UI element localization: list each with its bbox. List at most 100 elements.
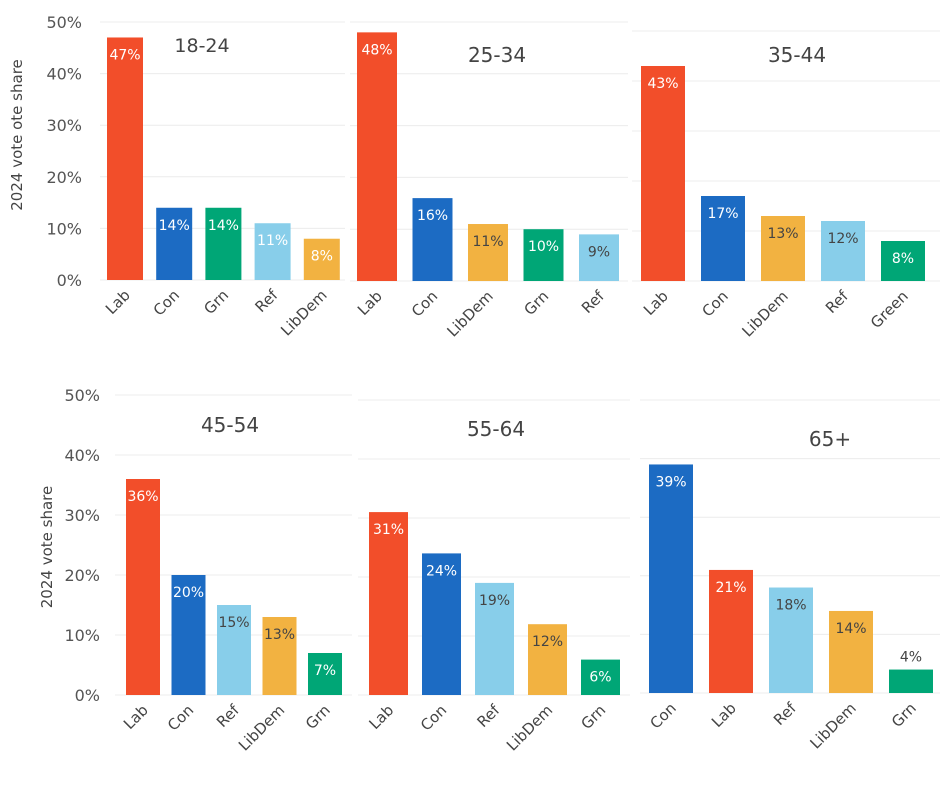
x-tick-label: Lab	[354, 287, 386, 319]
bar-Con	[701, 196, 745, 281]
bar-Con	[156, 207, 193, 280]
data-label: 48%	[361, 42, 392, 58]
data-label: 4%	[900, 650, 922, 666]
bar-Ref	[769, 587, 813, 693]
bar-Lab	[709, 569, 753, 693]
bar-Ref	[579, 234, 619, 281]
panel-25-34: 25-34 48% Lab 16% Con 11% LibDem 10% Grn 9% Ref	[350, 21, 628, 340]
x-tick-label: Grn	[888, 699, 920, 731]
y-tick-label: 40%	[64, 446, 100, 465]
panel-18-24: 0% 10% 20% 30% 40% 50% 2024 vote ote share 18-2…	[8, 13, 345, 339]
panel-45-54: 0% 10% 20% 30% 40% 50% 2024 vote share 45-54 36%…	[38, 386, 352, 754]
panel-title: 55-64	[467, 417, 525, 441]
x-tick-label: Con	[150, 286, 183, 319]
bar-LibDem	[303, 238, 340, 280]
data-label: 10%	[528, 239, 559, 255]
data-label: 12%	[827, 231, 858, 247]
panel-55-64: 55-64 31% Lab 24% Con 19% Ref 12% LibDem 6% Grn	[358, 399, 630, 754]
bar-Green	[881, 241, 925, 281]
data-label: 18%	[775, 598, 806, 614]
data-label: 9%	[588, 244, 610, 260]
y-tick-label: 0%	[75, 686, 100, 705]
x-tick-label: Con	[698, 287, 731, 320]
data-label: 16%	[417, 208, 448, 224]
panel-title: 65+	[809, 427, 851, 451]
bar-Con	[649, 464, 693, 693]
data-label: 11%	[257, 233, 288, 249]
data-label: 31%	[373, 522, 404, 538]
x-tick-label: Ref	[252, 286, 282, 316]
data-label: 14%	[835, 621, 866, 637]
bar-Ref	[254, 223, 291, 280]
y-tick-label: 50%	[64, 386, 100, 405]
bar-LibDem	[829, 610, 873, 693]
panel-title: 18-24	[174, 35, 229, 57]
data-label: 13%	[767, 226, 798, 242]
data-label: 14%	[208, 218, 239, 234]
data-label: 36%	[127, 489, 158, 505]
x-tick-label: Lab	[102, 286, 134, 318]
x-tick-label: Con	[408, 287, 441, 320]
x-tick-label: Grn	[577, 701, 609, 733]
x-tick-label: Lab	[120, 701, 152, 733]
x-tick-label: Ref	[213, 701, 243, 731]
data-label: 19%	[479, 593, 510, 609]
y-tick-label: 10%	[46, 219, 82, 238]
bar-LibDem	[262, 617, 297, 695]
data-label: 11%	[472, 234, 503, 250]
x-tick-label: LibDem	[503, 701, 556, 754]
x-tick-label: LibDem	[738, 287, 791, 340]
x-tick-label: Con	[164, 701, 197, 734]
x-tick-label: LibDem	[235, 701, 288, 754]
x-tick-label: LibDem	[277, 286, 330, 339]
x-tick-label: Grn	[302, 701, 334, 733]
panel-35-44: 35-44 43% Lab 17% Con 13% LibDem 12% Ref 8% Green	[632, 30, 940, 340]
bar-Grn	[308, 653, 342, 695]
data-label: 6%	[589, 670, 611, 686]
data-label: 39%	[655, 474, 686, 490]
bar-Lab	[126, 479, 160, 695]
panel-title: 45-54	[201, 413, 259, 437]
data-label: 13%	[264, 627, 295, 643]
bar-Ref	[475, 582, 514, 695]
panel-title: 25-34	[468, 43, 526, 67]
x-tick-label: Grn	[200, 286, 232, 318]
bar-Con	[422, 553, 461, 695]
bar-Lab	[107, 37, 143, 281]
bar-Ref	[821, 221, 865, 281]
x-tick-label: Con	[646, 699, 679, 732]
x-tick-label: LibDem	[443, 287, 496, 340]
data-label: 8%	[311, 249, 333, 265]
x-tick-label: Lab	[365, 701, 397, 733]
y-tick-label: 30%	[46, 116, 82, 135]
bar-Lab	[357, 32, 397, 281]
data-label: 17%	[707, 206, 738, 222]
y-tick-label: 40%	[46, 65, 82, 84]
bar-LibDem	[528, 624, 567, 695]
x-tick-label: Lab	[708, 699, 740, 731]
data-label: 15%	[218, 615, 249, 631]
bar-Con	[171, 575, 206, 695]
data-label: 12%	[532, 634, 563, 650]
bar-Con	[412, 198, 453, 281]
data-label: 8%	[892, 251, 914, 267]
y-tick-label: 10%	[64, 626, 100, 645]
bar-Grn	[581, 659, 620, 695]
bar-Grn	[205, 207, 242, 280]
bar-Lab	[641, 66, 685, 281]
data-label: 47%	[109, 47, 140, 63]
panel-65+: 65+ 39% Con 21% Lab 18% Ref 14% LibDem 4% Grn	[640, 399, 940, 752]
y-axis-label: 2024 vote ote share	[8, 59, 26, 211]
x-tick-label: Green	[867, 287, 912, 332]
bar-LibDem	[468, 224, 508, 281]
x-tick-label: Ref	[770, 699, 800, 729]
data-label: 20%	[173, 585, 204, 601]
panel-title: 35-44	[768, 43, 826, 67]
x-tick-label: Ref	[473, 701, 503, 731]
x-tick-label: Con	[417, 701, 450, 734]
y-tick-label: 0%	[57, 271, 82, 290]
bar-Ref	[217, 605, 251, 695]
x-tick-label: Grn	[520, 287, 552, 319]
x-tick-label: Ref	[578, 287, 608, 317]
